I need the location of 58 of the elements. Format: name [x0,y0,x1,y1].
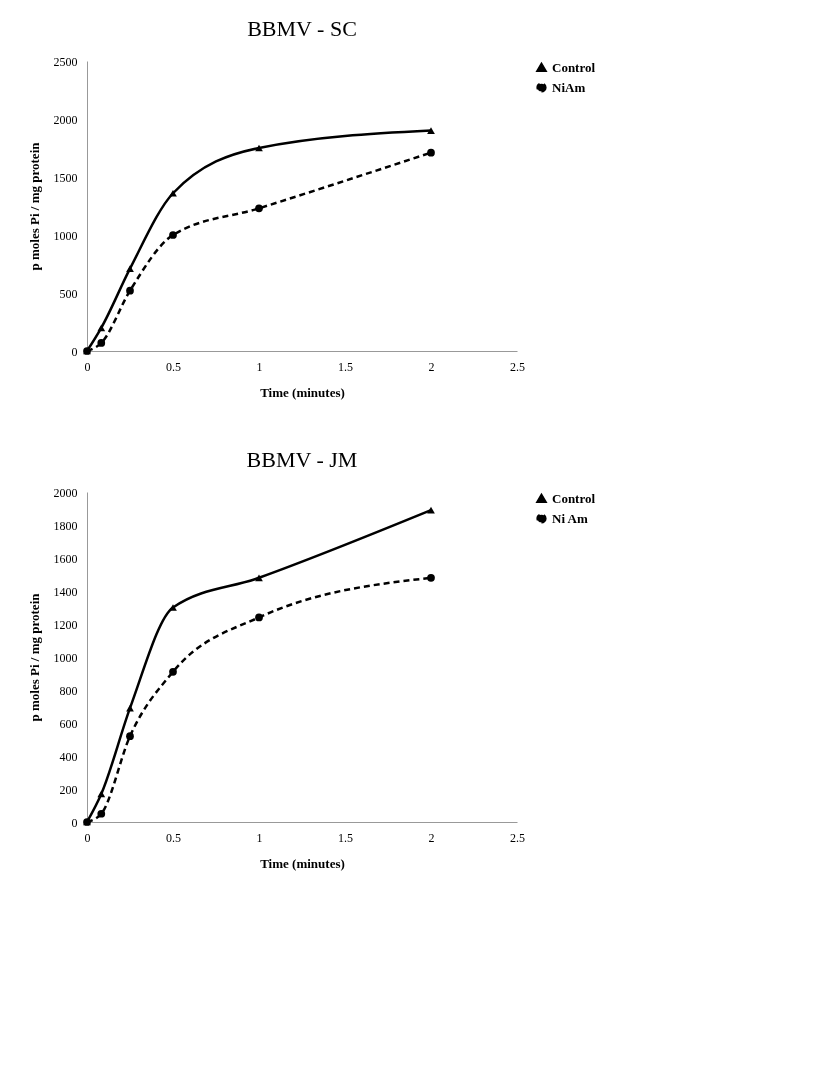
y-axis-title: p moles Pi / mg protein [26,592,42,722]
x-tick-label: 0.5 [166,830,181,845]
legend-label: Control [552,490,596,506]
point [427,573,435,582]
point [97,339,106,347]
x-axis-title: Time (minutes) [260,855,345,871]
y-tick-label: 0 [71,815,78,830]
point [255,204,263,213]
point [126,286,134,295]
x-tick-label: 1.5 [338,830,353,845]
x-tick-label: 2.5 [510,830,525,845]
y-tick-label: 1000 [53,228,78,243]
y-tick-label: 1800 [53,518,78,533]
point [169,231,177,239]
y-tick-label: 600 [59,716,78,731]
point [126,732,134,741]
x-tick-label: 1 [256,359,263,374]
legend-label: NiAm [552,79,586,95]
point [97,324,106,332]
y-tick-label: 2500 [53,54,78,69]
y-tick-label: 0 [71,344,78,359]
point [255,613,263,622]
chart-title: BBMV - JM [246,447,358,472]
legend-label: Ni Am [552,510,588,526]
y-tick-label: 200 [59,782,78,797]
y-tick-label: 1000 [53,650,78,665]
y-axis-title: p moles Pi / mg protein [26,141,42,271]
point [427,148,435,157]
point [427,127,435,134]
point [169,667,177,676]
x-tick-label: 2 [428,359,435,374]
legend-label: Control [552,59,596,75]
y-tick-label: 2000 [53,485,78,500]
x-tick-label: 0 [84,830,91,845]
y-tick-label: 1400 [53,584,78,599]
x-tick-label: 2 [428,830,435,845]
point [126,265,134,272]
y-tick-label: 500 [59,286,78,301]
point [97,790,106,798]
point [255,574,263,582]
y-tick-label: 1600 [53,551,78,566]
chart-title: BBMV - SC [247,16,357,41]
x-tick-label: 1 [256,830,263,845]
y-tick-label: 400 [59,749,78,764]
x-tick-label: 0.5 [166,359,181,374]
point [169,189,177,197]
point [126,704,134,712]
y-tick-label: 1200 [53,617,78,632]
x-tick-label: 2.5 [510,359,525,374]
x-tick-label: 0 [84,359,91,374]
point [97,809,106,818]
y-tick-label: 1500 [53,170,78,185]
y-tick-label: 800 [59,683,78,698]
y-tick-label: 2000 [53,112,78,127]
x-axis-title: Time (minutes) [260,384,345,400]
point [169,604,177,611]
point [427,506,435,514]
x-tick-label: 1.5 [338,359,353,374]
